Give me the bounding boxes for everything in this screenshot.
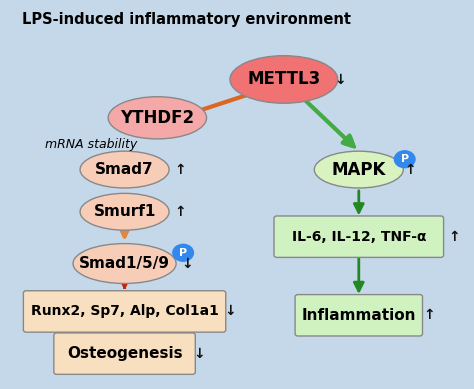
Text: Osteogenesis: Osteogenesis [67, 346, 182, 361]
Text: Smad1/5/9: Smad1/5/9 [79, 256, 170, 271]
Ellipse shape [80, 151, 169, 188]
Text: ↑: ↑ [423, 308, 435, 322]
FancyBboxPatch shape [295, 294, 422, 336]
Text: P: P [401, 154, 409, 164]
Circle shape [173, 244, 193, 261]
Text: ↑: ↑ [448, 230, 460, 244]
Text: Smad7: Smad7 [95, 162, 154, 177]
Ellipse shape [108, 97, 207, 139]
Ellipse shape [80, 193, 169, 230]
Text: ↓: ↓ [194, 347, 205, 361]
Circle shape [394, 151, 415, 168]
Text: Inflammation: Inflammation [301, 308, 416, 323]
Text: ↓: ↓ [224, 305, 236, 319]
Text: ↓: ↓ [334, 72, 346, 86]
Text: METTL3: METTL3 [247, 70, 320, 88]
Text: ↓: ↓ [181, 257, 193, 271]
Text: MAPK: MAPK [332, 161, 386, 179]
Text: Runx2, Sp7, Alp, Col1a1: Runx2, Sp7, Alp, Col1a1 [31, 305, 219, 319]
Ellipse shape [73, 244, 176, 284]
FancyBboxPatch shape [274, 216, 444, 258]
FancyBboxPatch shape [54, 333, 195, 374]
Text: LPS-induced inflammatory environment: LPS-induced inflammatory environment [21, 12, 350, 27]
Ellipse shape [230, 56, 337, 103]
FancyBboxPatch shape [23, 291, 226, 332]
Text: mRNA stability: mRNA stability [45, 138, 137, 151]
Text: Smurf1: Smurf1 [93, 204, 156, 219]
Text: ↑: ↑ [404, 163, 416, 177]
Text: ↑: ↑ [174, 163, 186, 177]
Ellipse shape [314, 151, 403, 188]
Text: IL-6, IL-12, TNF-α: IL-6, IL-12, TNF-α [292, 230, 426, 244]
Text: ↑: ↑ [174, 205, 186, 219]
Text: YTHDF2: YTHDF2 [120, 109, 194, 127]
Text: P: P [179, 248, 187, 258]
